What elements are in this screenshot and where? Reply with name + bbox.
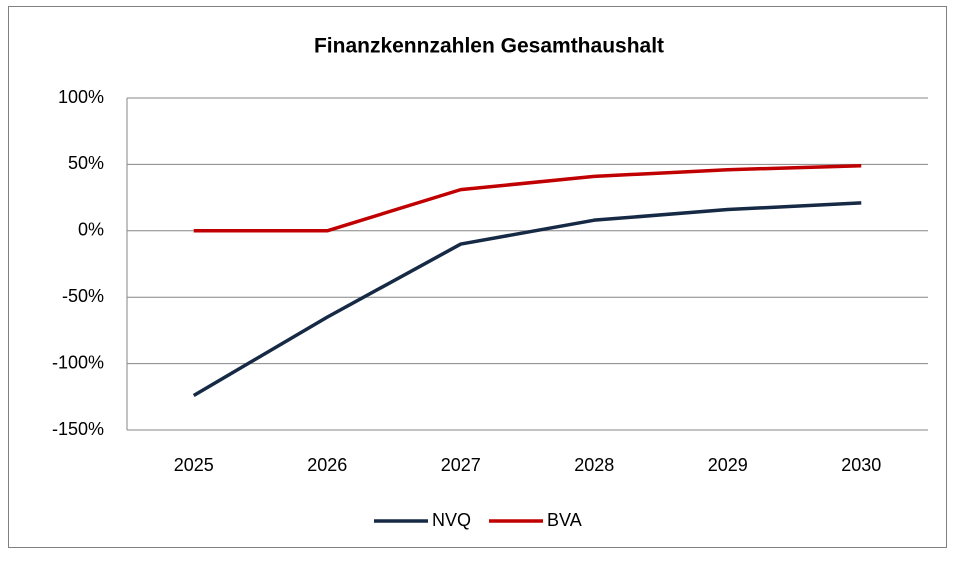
- y-tick-label: -100%: [52, 352, 104, 372]
- legend-label: BVA: [547, 510, 582, 530]
- x-tick-label: 2027: [441, 455, 481, 475]
- chart-frame: [8, 6, 947, 548]
- y-tick-label: 0%: [78, 220, 104, 240]
- y-tick-label: 100%: [58, 87, 104, 107]
- chart-title: Finanzkennzahlen Gesamthaushalt: [314, 35, 664, 58]
- y-tick-label: -150%: [52, 419, 104, 439]
- x-tick-label: 2029: [708, 455, 748, 475]
- y-tick-label: 50%: [68, 153, 104, 173]
- x-tick-label: 2030: [841, 455, 881, 475]
- data-line: [192, 201, 862, 397]
- data-line: [193, 163, 862, 233]
- x-tick-label: 2026: [307, 455, 347, 475]
- y-tick-label: -50%: [62, 286, 104, 306]
- x-tick-label: 2025: [174, 455, 214, 475]
- x-tick-label: 2028: [574, 455, 614, 475]
- legend-label: NVQ: [432, 510, 471, 530]
